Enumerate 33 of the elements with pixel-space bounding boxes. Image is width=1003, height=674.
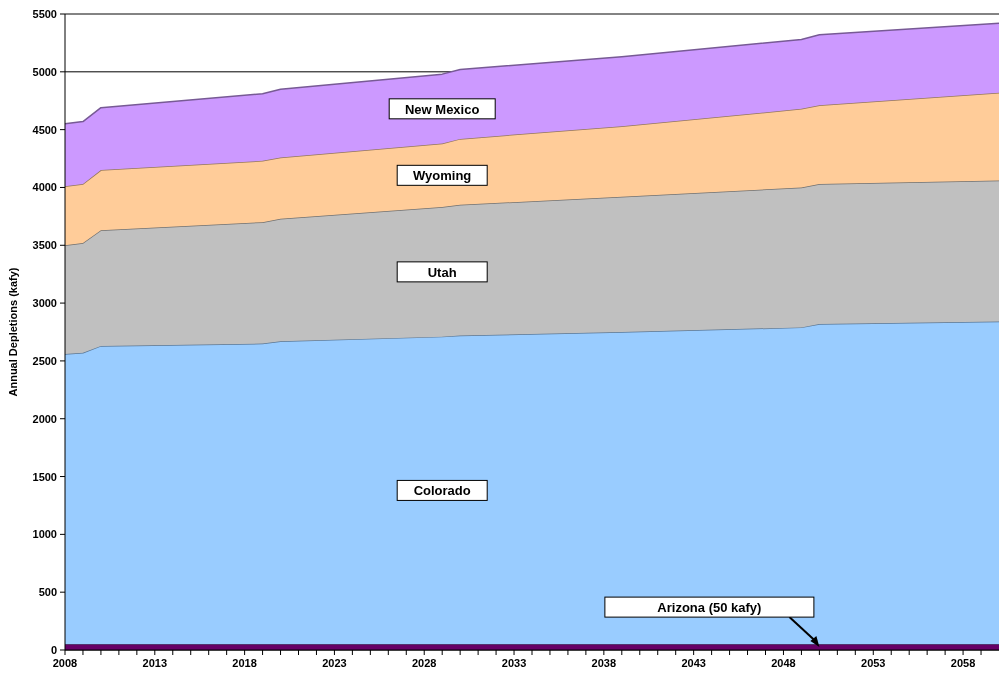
series-label: New Mexico <box>404 101 480 117</box>
y-tick-label: 2000 <box>32 412 57 425</box>
series-label: Colorado <box>413 483 471 499</box>
y-tick-label: 5500 <box>32 8 57 20</box>
x-tick-label: 2048 <box>771 657 796 669</box>
x-tick-label: 2023 <box>322 657 347 669</box>
name-tag: Arizona (50 kafy) <box>604 596 815 618</box>
x-tick-label: 2033 <box>501 657 527 669</box>
x-tick-label: 2058 <box>950 657 976 669</box>
y-tick-label: 3500 <box>32 239 57 252</box>
x-tick-label: 2028 <box>411 657 437 669</box>
y-tick-label: 1000 <box>32 528 57 541</box>
y-tick-label: 3000 <box>32 297 57 310</box>
y-axis-title: Annual Depletions (kafy) <box>7 267 19 397</box>
y-tick-label: 2500 <box>32 354 57 367</box>
x-tick-label: 2013 <box>142 657 168 669</box>
y-tick-label: 4500 <box>32 123 57 136</box>
x-tick-label: 2043 <box>681 657 706 669</box>
name-tag: New Mexico <box>388 98 496 120</box>
y-tick-label: 5000 <box>32 65 57 78</box>
x-tick-label: 2008 <box>52 657 78 669</box>
name-tag: Utah <box>396 261 488 283</box>
y-tick-label: 500 <box>38 586 57 599</box>
x-tick-label: 2038 <box>591 657 617 669</box>
y-tick-label: 1500 <box>32 470 57 483</box>
y-tick-label: 0 <box>50 644 57 656</box>
series-label: Utah <box>427 264 457 280</box>
name-tag: Colorado <box>396 479 488 501</box>
x-tick-label: 2053 <box>861 657 886 669</box>
x-tick-label: 2018 <box>232 657 257 669</box>
series-label: Wyoming <box>413 168 472 184</box>
name-tag: Wyoming <box>396 164 488 186</box>
y-tick-label: 4000 <box>32 181 57 194</box>
